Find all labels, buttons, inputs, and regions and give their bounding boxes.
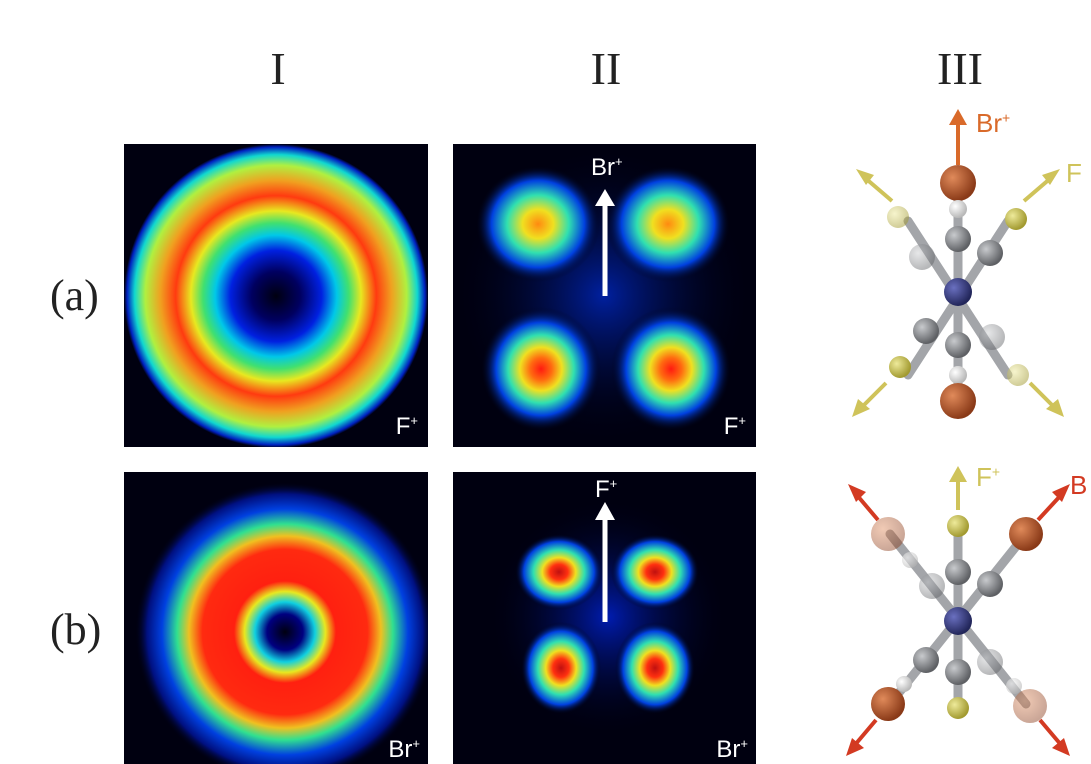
arrow-label-b-II: F+ [595, 476, 618, 503]
hydrogen-atom [1006, 678, 1022, 694]
row-label-a: (a) [50, 271, 99, 320]
br-ion-arrow [1038, 718, 1064, 748]
corner-label-a-I: F+ [395, 413, 418, 440]
bromine-atom [871, 687, 905, 721]
bromine-atom [940, 165, 976, 201]
lobe [521, 622, 601, 714]
carbon-atom [945, 559, 971, 585]
fluorine-atom [1005, 208, 1027, 230]
molecule-a-br-label: Br+ [976, 108, 1011, 138]
br-ion-arrow [854, 492, 880, 522]
br-ion-arrow [852, 718, 878, 748]
carbon-atom [913, 647, 939, 673]
bromine-atom [940, 383, 976, 419]
corner-label-a-II: F+ [723, 413, 746, 440]
bromine-atom [1009, 517, 1043, 551]
fluorine-atom [889, 356, 911, 378]
hydrogen-atom [902, 552, 918, 568]
image-a-I: F+ [124, 144, 428, 447]
arrow-label-a-II: Br+ [591, 154, 623, 181]
carbon-atom [977, 240, 1003, 266]
column-header-III: III [937, 43, 983, 94]
image-a-II: Br+ F+ [453, 144, 756, 447]
bromine-atom [871, 517, 905, 551]
nitrogen-atom [944, 278, 972, 306]
molecule-a-f-label: F [1066, 158, 1082, 188]
carbon-atom [977, 649, 1003, 675]
carbon-atom [945, 332, 971, 358]
bromine-atom [1013, 689, 1047, 723]
lobe [476, 166, 600, 282]
image-b-I: Br+ [124, 472, 428, 764]
image-b-II: F+ Br+ [453, 472, 756, 764]
lobe [515, 534, 603, 610]
velocity-map-b-I [135, 482, 428, 764]
lobe [611, 534, 699, 610]
column-header-II: II [590, 43, 622, 94]
lobe [481, 307, 601, 431]
carbon-atom [909, 244, 935, 270]
corner-label-b-II: Br+ [716, 736, 748, 763]
br-ion-arrowhead [949, 109, 967, 125]
carbon-atom [919, 573, 945, 599]
velocity-map-a-I [124, 144, 428, 447]
molecule-b-br-label: B [1070, 470, 1088, 500]
carbon-atom [979, 324, 1005, 350]
column-header-I: I [270, 43, 286, 94]
carbon-atom [913, 318, 939, 344]
corner-label-b-I: Br+ [388, 736, 420, 763]
hydrogen-atom [949, 200, 967, 218]
fluorine-atom [887, 206, 909, 228]
velocity-map-b-II [488, 497, 728, 737]
molecule-diagram-b [846, 466, 1070, 756]
carbon-atom [945, 226, 971, 252]
hydrogen-atom [949, 366, 967, 384]
nitrogen-atom [944, 607, 972, 635]
polarization-arrowhead [595, 502, 615, 520]
velocity-map-a-II [454, 145, 754, 445]
lobe [615, 622, 695, 714]
row-label-b: (b) [50, 605, 102, 654]
carbon-atom [977, 571, 1003, 597]
fluorine-atom [947, 697, 969, 719]
polarization-arrowhead [595, 189, 615, 206]
fluorine-atom [947, 515, 969, 537]
br-ion-arrow [1036, 492, 1064, 522]
fluorine-atom [1007, 364, 1029, 386]
hydrogen-atom [896, 676, 912, 692]
molecule-diagram-a [852, 109, 1064, 419]
carbon-atom [945, 659, 971, 685]
molecule-b-f-label: F+ [976, 462, 1001, 492]
lobe [606, 166, 730, 282]
lobe [611, 307, 731, 431]
